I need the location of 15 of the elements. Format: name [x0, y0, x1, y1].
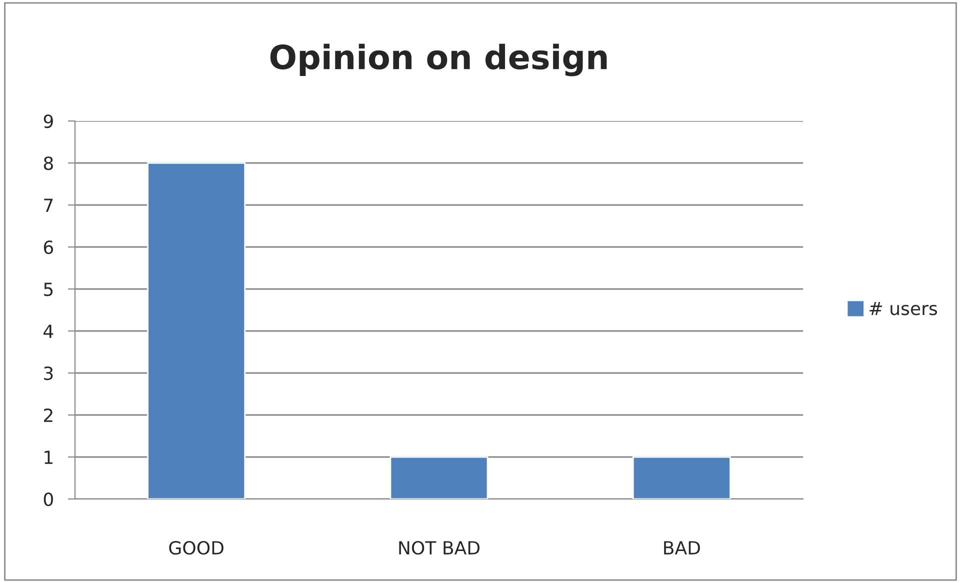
- chart-title: Opinion on design: [270, 44, 607, 76]
- y-tick-label: 9: [44, 114, 53, 128]
- y-tick-label: 7: [44, 198, 53, 212]
- y-tick-label: 3: [44, 366, 53, 380]
- x-tick-label: BAD: [664, 541, 700, 554]
- y-tick-label: 6: [44, 240, 54, 254]
- y-tick-label: 4: [44, 324, 54, 338]
- y-tick-label: 0: [44, 492, 53, 506]
- y-tick-label: 2: [44, 408, 52, 422]
- y-tick-label: 1: [44, 450, 52, 464]
- legend-label: # users: [870, 302, 938, 316]
- y-tick-label: 5: [44, 282, 53, 296]
- x-tick-label: NOT BAD: [399, 540, 480, 555]
- x-tick-label: GOOD: [169, 540, 224, 555]
- y-tick-label: 8: [44, 156, 53, 170]
